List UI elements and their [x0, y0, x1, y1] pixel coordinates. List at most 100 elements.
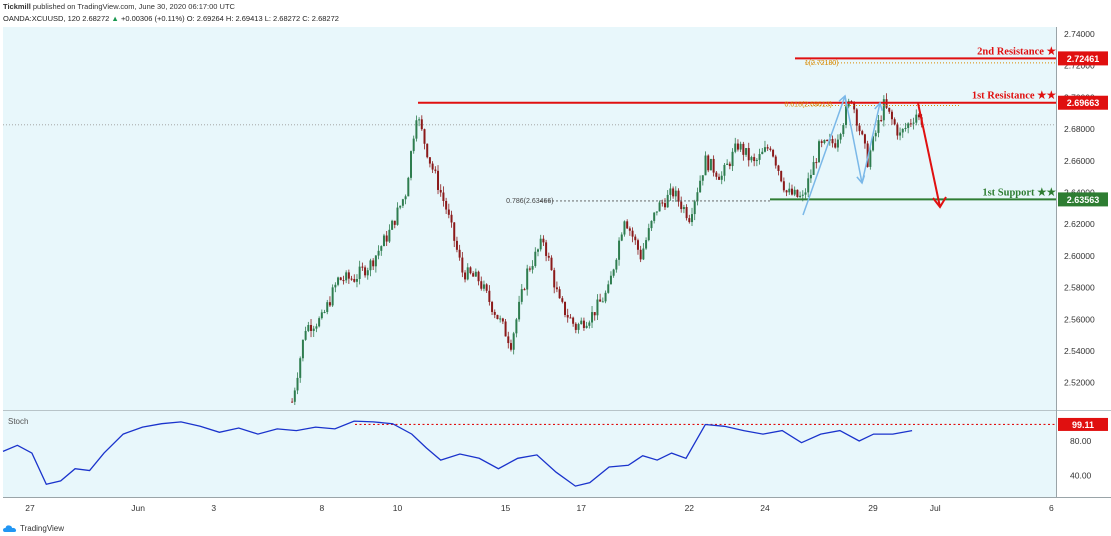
candle-body[interactable] [591, 312, 594, 323]
candle-body[interactable] [296, 377, 299, 391]
1st-resistance-price-tag[interactable] [1058, 95, 1108, 110]
candle-body[interactable] [339, 277, 342, 281]
candle-body[interactable] [772, 149, 775, 157]
candle-body[interactable] [658, 202, 661, 212]
candle-body[interactable] [509, 343, 512, 350]
candle-body[interactable] [742, 143, 745, 155]
candle-body[interactable] [482, 284, 485, 289]
candle-body[interactable] [631, 230, 634, 237]
candle-body[interactable] [536, 249, 539, 252]
candle-body[interactable] [569, 317, 572, 319]
candle-body[interactable] [607, 284, 610, 293]
key-levels[interactable]: 2nd Resistance ★ 2.72461 1st Resistance ★★… [418, 45, 1108, 207]
candle-body[interactable] [355, 278, 358, 282]
candle-body[interactable] [774, 156, 777, 166]
candle-body[interactable] [426, 143, 429, 158]
candle-body[interactable] [604, 292, 607, 302]
candle-body[interactable] [331, 287, 334, 306]
candle-body[interactable] [693, 201, 696, 215]
candle-body[interactable] [531, 266, 534, 270]
candle-body[interactable] [418, 119, 421, 121]
candle-body[interactable] [437, 170, 440, 190]
candle-body[interactable] [726, 163, 729, 165]
candle-body[interactable] [293, 390, 296, 402]
candle-body[interactable] [861, 131, 864, 135]
1st-support-price-tag[interactable] [1058, 192, 1108, 207]
stoch-line[interactable] [2, 420, 913, 487]
candle-body[interactable] [577, 324, 580, 330]
candle-body[interactable] [763, 147, 766, 152]
candle-body[interactable] [526, 268, 529, 290]
candle-body[interactable] [680, 201, 683, 210]
candle-body[interactable] [353, 279, 356, 282]
candle-body[interactable] [299, 358, 302, 378]
candle-body[interactable] [769, 148, 772, 150]
candle-body[interactable] [312, 328, 315, 331]
candle-body[interactable] [901, 128, 904, 133]
candle-body[interactable] [790, 188, 793, 195]
candle-body[interactable] [499, 318, 502, 320]
candle-body[interactable] [904, 127, 907, 129]
candle-body[interactable] [391, 220, 394, 230]
candle-body[interactable] [564, 301, 567, 315]
candle-body[interactable] [745, 148, 748, 155]
candle-body[interactable] [450, 214, 453, 223]
candle-body[interactable] [709, 158, 712, 171]
candle-body[interactable] [539, 238, 542, 250]
candle-body[interactable] [691, 214, 694, 223]
candle-body[interactable] [580, 320, 583, 325]
candle-body[interactable] [669, 188, 672, 195]
candle-body[interactable] [328, 302, 331, 306]
candle-body[interactable] [477, 271, 480, 282]
candle-body[interactable] [609, 275, 612, 285]
candle-body[interactable] [826, 140, 829, 142]
candle-body[interactable] [404, 196, 407, 200]
stoch-pane[interactable]: Stoch 80.00 40.00 99.11 [2, 417, 1108, 487]
publisher-name[interactable]: Tickmill [3, 2, 31, 11]
candle-body[interactable] [464, 272, 467, 280]
candle-body[interactable] [561, 298, 564, 302]
candle-body[interactable] [836, 139, 839, 148]
candle-body[interactable] [342, 280, 345, 282]
candle-body[interactable] [431, 163, 434, 170]
candle-body[interactable] [588, 322, 591, 326]
candle-body[interactable] [372, 260, 375, 267]
candle-body[interactable] [491, 301, 494, 312]
candle-body[interactable] [566, 314, 569, 318]
candle-body[interactable] [420, 119, 423, 130]
candle-body[interactable] [615, 259, 618, 270]
candle-body[interactable] [572, 317, 575, 324]
candle-body[interactable] [542, 238, 545, 243]
candle-body[interactable] [639, 249, 642, 260]
candle-body[interactable] [301, 339, 304, 359]
candle-body[interactable] [804, 192, 807, 195]
candle-body[interactable] [469, 267, 472, 274]
candle-body[interactable] [423, 129, 426, 144]
candle-body[interactable] [485, 284, 488, 291]
candle-body[interactable] [720, 175, 723, 180]
candle-body[interactable] [291, 401, 294, 403]
candle-body[interactable] [407, 177, 410, 197]
candle-body[interactable] [434, 169, 437, 171]
candle-body[interactable] [334, 284, 337, 288]
candle-body[interactable] [809, 174, 812, 179]
candle-body[interactable] [753, 157, 756, 162]
candle-body[interactable] [472, 273, 475, 277]
candle-body[interactable] [380, 246, 383, 251]
candles[interactable] [291, 93, 923, 406]
candle-body[interactable] [915, 114, 918, 123]
time-axis[interactable]: 27 Jun 3 8 10 15 17 22 24 29 Jul 6 [25, 503, 1054, 513]
candle-body[interactable] [388, 229, 391, 242]
candle-body[interactable] [858, 125, 861, 132]
candle-body[interactable] [599, 299, 602, 302]
candle-body[interactable] [882, 99, 885, 121]
candle-body[interactable] [666, 194, 669, 208]
candle-body[interactable] [350, 278, 353, 280]
candle-body[interactable] [626, 221, 629, 229]
candle-body[interactable] [369, 260, 372, 271]
candle-body[interactable] [523, 289, 526, 291]
candle-body[interactable] [812, 162, 815, 175]
candle-body[interactable] [777, 165, 780, 171]
footer-brand[interactable]: TradingView [3, 524, 64, 533]
